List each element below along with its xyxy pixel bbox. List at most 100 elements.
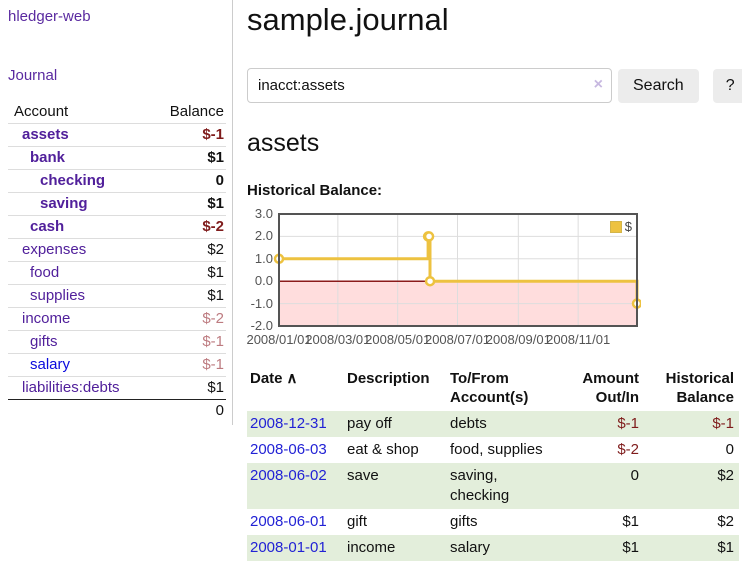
y-axis-tick-label: 1.0 (254, 250, 273, 266)
balance-column-header-main: Historical Balance (665, 370, 734, 406)
transaction-description: income (344, 535, 447, 561)
register-header-row: Date ∧ Description To/From Account(s) Amo… (247, 367, 739, 411)
transaction-description: save (344, 463, 447, 509)
transaction-amount: $1 (622, 513, 639, 530)
sidebar-account-row-assets: assets $-1 (8, 123, 226, 146)
search-form: × Search ? (247, 68, 742, 103)
chart-title: Historical Balance: (247, 182, 383, 199)
search-input[interactable] (247, 68, 612, 103)
account-balance: $-2 (202, 310, 224, 327)
sidebar-account-row-expenses: expenses $2 (8, 238, 226, 261)
account-balance: $-1 (202, 333, 224, 350)
sidebar-account-row-salary: salary $-1 (8, 353, 226, 376)
x-axis-tick-label: 2008/01/01 (246, 332, 312, 347)
transaction-amount: $-2 (617, 441, 639, 458)
sidebar-account-row-income: income $-2 (8, 307, 226, 330)
register-row: 2008-06-03 eat & shop food, supplies $-2 0 (247, 437, 739, 463)
help-button[interactable]: ? (712, 68, 742, 103)
x-axis-tick-label: 2008/09/01 (485, 332, 551, 347)
account-balance: 0 (215, 172, 224, 189)
account-link[interactable]: supplies (30, 287, 86, 304)
sidebar-account-row-cash: cash $-2 (8, 215, 226, 238)
x-axis-tick-label: 2008/03/01 (305, 332, 371, 347)
accounts-balance-table: Account Balance assets $-1 bank $1 checking 0… (8, 100, 226, 421)
account-link[interactable]: cash (30, 218, 65, 235)
accounts-table-header: Account Balance (8, 100, 226, 123)
transaction-description: pay off (344, 411, 447, 437)
transaction-description: eat & shop (347, 441, 419, 458)
account-balance: $1 (207, 149, 224, 166)
account-link[interactable]: assets (22, 126, 69, 143)
legend-label: $ (624, 219, 632, 234)
account-link[interactable]: bank (30, 149, 66, 166)
transaction-date-link[interactable]: 2008-06-02 (250, 467, 327, 484)
x-axis-tick-label: 2008/07/01 (424, 332, 491, 347)
account-column-header: Account (14, 103, 69, 120)
sidebar: hledger-web Journal Account Balance asse… (0, 0, 233, 425)
transaction-accounts: food, supplies (450, 441, 543, 458)
search-button[interactable]: Search (618, 68, 699, 103)
account-link[interactable]: income (22, 310, 71, 327)
transaction-balance: $1 (644, 535, 739, 561)
balance-column-header: Balance (169, 103, 224, 120)
transaction-date-link[interactable]: 2008-01-01 (250, 539, 327, 556)
y-axis-tick-label: 3.0 (254, 206, 273, 221)
transaction-accounts: gifts (450, 513, 478, 530)
account-balance: $1 (207, 195, 224, 212)
accounts-total: 0 (8, 399, 226, 421)
transaction-amount: 0 (562, 463, 644, 509)
transaction-balance: $2 (644, 463, 739, 509)
account-balance: $-1 (202, 356, 224, 373)
account-link[interactable]: checking (40, 172, 106, 189)
amount-column-header: Amount Out/In (582, 370, 639, 406)
sidebar-item-journal[interactable]: Journal (8, 67, 58, 84)
account-balance: $1 (207, 287, 224, 304)
account-link[interactable]: salary (30, 356, 71, 373)
page-title: sample.journal (247, 2, 449, 37)
sidebar-account-row-saving: saving $1 (8, 192, 226, 215)
account-link[interactable]: liabilities:debts (22, 379, 120, 396)
account-balance: $1 (207, 379, 224, 396)
account-balance: $-1 (202, 126, 224, 143)
account-link[interactable]: expenses (22, 241, 87, 258)
transaction-description: gift (347, 513, 368, 530)
account-balance: $2 (207, 241, 224, 258)
account-link[interactable]: gifts (30, 333, 58, 350)
accounts-column-header: To/From Account(s) (450, 370, 529, 406)
chart-canvas (273, 213, 641, 327)
y-axis-tick-label: 0.0 (254, 273, 273, 289)
transaction-accounts: debts (447, 411, 562, 437)
app-title-link[interactable]: hledger-web (8, 8, 91, 25)
page: hledger-web Journal Account Balance asse… (0, 0, 742, 561)
x-axis-tick-label: 2008/05/01 (365, 332, 431, 347)
sidebar-account-row-liabilities-debts: liabilities:debts $1 (8, 376, 226, 399)
account-link[interactable]: food (30, 264, 60, 281)
register-table: Date ∧ Description To/From Account(s) Amo… (247, 367, 739, 561)
description-column-header: Description (347, 370, 430, 387)
clear-search-icon[interactable]: × (593, 76, 603, 93)
sidebar-account-row-checking: checking 0 (8, 169, 226, 192)
chart-legend: $ (607, 218, 634, 235)
transaction-balance: $2 (717, 513, 734, 530)
transaction-accounts: saving, checking (447, 463, 562, 509)
sidebar-account-row-supplies: supplies $1 (8, 284, 226, 307)
y-axis-tick-label: 2.0 (254, 228, 273, 244)
transaction-date-link[interactable]: 2008-06-01 (250, 513, 327, 530)
sidebar-account-row-food: food $1 (8, 261, 226, 284)
y-axis-tick-label: -1.0 (250, 295, 273, 311)
sidebar-account-row-gifts: gifts $-1 (8, 330, 226, 353)
transaction-balance: $-1 (644, 411, 739, 437)
balance-chart[interactable]: $ 3.0 2.0 1.0 0.0 -1.0 -2.0 2008/01/01 2008/03/… (246, 206, 641, 351)
transaction-accounts: salary (447, 535, 562, 561)
sort-asc-icon: ∧ (286, 370, 298, 387)
register-row: 2008-12-31 pay off debts $-1 $-1 (247, 411, 739, 437)
account-link[interactable]: saving (40, 195, 88, 212)
register-row: 2008-01-01 income salary $1 $1 (247, 535, 739, 561)
transaction-date-link[interactable]: 2008-06-03 (250, 441, 327, 458)
legend-swatch (609, 220, 622, 233)
account-balance: $1 (207, 264, 224, 281)
date-column-header[interactable]: Date ∧ (250, 370, 298, 387)
transaction-amount: $1 (562, 535, 644, 561)
transaction-date-link[interactable]: 2008-12-31 (250, 415, 327, 432)
y-axis-tick-label: -2.0 (250, 318, 273, 333)
